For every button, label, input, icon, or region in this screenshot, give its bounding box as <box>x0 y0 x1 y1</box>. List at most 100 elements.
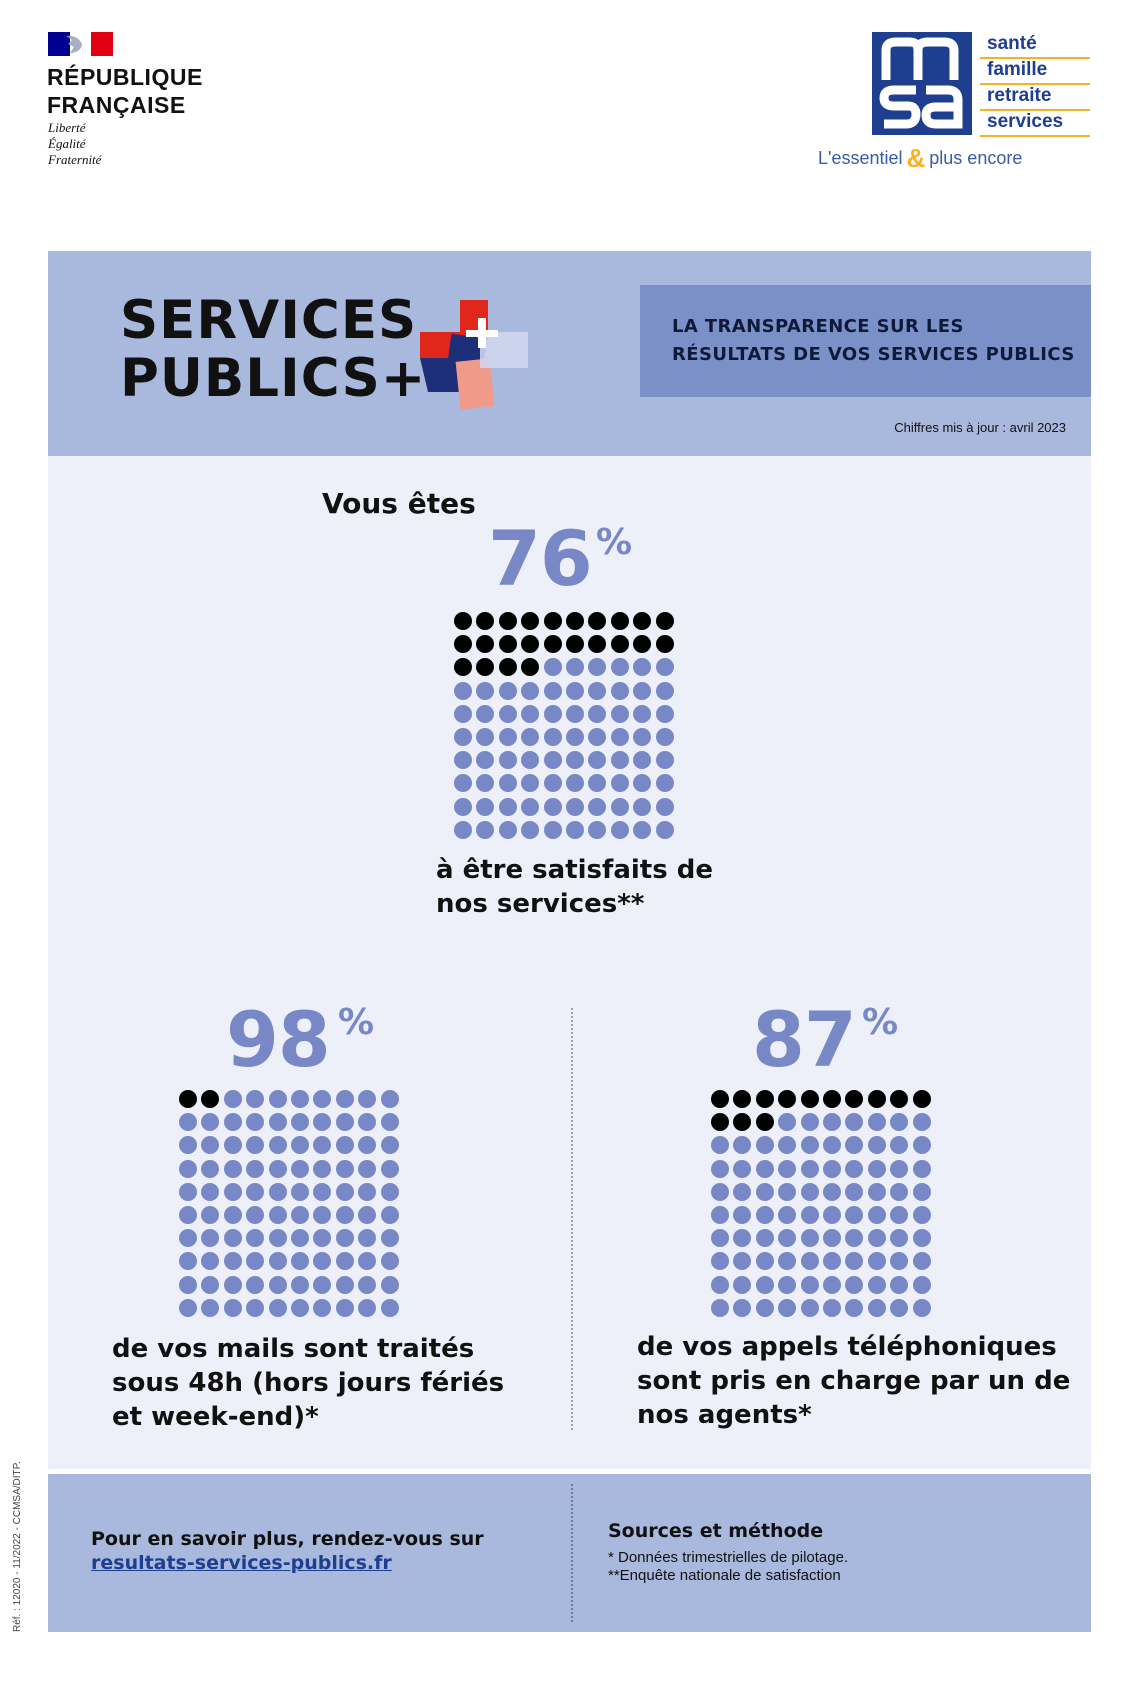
dot-empty <box>201 1205 220 1224</box>
dot-empty <box>588 658 607 677</box>
dot-empty <box>543 751 562 770</box>
dot-empty <box>733 1252 752 1271</box>
dot-empty <box>358 1113 377 1132</box>
dot-empty <box>335 1090 354 1108</box>
dot-empty <box>246 1090 265 1108</box>
dot-filled <box>476 612 495 630</box>
msa-word-retraite: retraite <box>980 85 1090 111</box>
dot-empty <box>313 1159 332 1178</box>
dot-empty <box>498 751 517 770</box>
dot-filled <box>543 612 562 630</box>
msa-word-list: santé famille retraite services <box>980 33 1090 137</box>
dot-empty <box>290 1275 309 1294</box>
dot-empty <box>313 1113 332 1132</box>
msa-tagline-post: plus encore <box>929 148 1023 168</box>
dot-empty <box>521 774 540 793</box>
dot-filled <box>454 612 472 630</box>
dot-empty <box>521 681 540 700</box>
dot-filled <box>201 1090 220 1108</box>
dot-empty <box>733 1298 752 1317</box>
dot-empty <box>179 1298 197 1317</box>
dot-empty <box>565 681 584 700</box>
dot-empty <box>498 727 517 746</box>
dot-empty <box>867 1229 886 1248</box>
dot-empty <box>313 1275 332 1294</box>
dot-empty <box>867 1182 886 1201</box>
dot-empty <box>655 820 674 839</box>
dot-empty <box>268 1298 287 1317</box>
dot-empty <box>565 704 584 723</box>
dot-filled <box>588 635 607 654</box>
dot-empty <box>890 1182 909 1201</box>
satisfaction-dot-grid <box>454 612 674 839</box>
dot-empty <box>655 751 674 770</box>
dot-empty <box>313 1229 332 1248</box>
dot-empty <box>179 1182 197 1201</box>
dot-empty <box>268 1113 287 1132</box>
satisfaction-caption-line-2: nos services** <box>436 889 645 919</box>
dot-empty <box>822 1275 841 1294</box>
dot-empty <box>246 1113 265 1132</box>
dot-empty <box>711 1252 729 1271</box>
dot-empty <box>890 1252 909 1271</box>
dot-empty <box>588 751 607 770</box>
dot-empty <box>498 820 517 839</box>
dot-empty <box>778 1159 797 1178</box>
dot-filled <box>633 635 652 654</box>
republique-francaise-motto: Liberté Égalité Fraternité <box>48 120 101 168</box>
dot-empty <box>845 1229 864 1248</box>
msa-word-famille: famille <box>980 59 1090 85</box>
dot-empty <box>268 1252 287 1271</box>
dot-filled <box>733 1090 752 1108</box>
msa-word-sante: santé <box>980 33 1090 59</box>
dot-filled <box>800 1090 819 1108</box>
dot-empty <box>588 774 607 793</box>
dot-empty <box>711 1298 729 1317</box>
dot-empty <box>313 1205 332 1224</box>
calls-percent-sign: % <box>862 1002 899 1043</box>
dot-empty <box>778 1275 797 1294</box>
dot-empty <box>454 820 472 839</box>
dot-empty <box>380 1182 399 1201</box>
dot-empty <box>912 1298 931 1317</box>
document-reference: Réf. : 12020 - 11/2022 - CCMSA/DITP. <box>12 1461 23 1632</box>
dot-empty <box>912 1275 931 1294</box>
dot-filled <box>655 635 674 654</box>
services-publics-title-line-1: SERVICES <box>120 290 418 351</box>
dot-filled <box>543 635 562 654</box>
dot-empty <box>543 797 562 816</box>
dot-empty <box>822 1136 841 1155</box>
dot-empty <box>335 1182 354 1201</box>
dot-empty <box>476 727 495 746</box>
footer-divider <box>571 1484 573 1622</box>
dot-empty <box>335 1113 354 1132</box>
results-website-link[interactable]: resultats-services-publics.fr <box>91 1552 392 1574</box>
dot-empty <box>476 681 495 700</box>
dot-empty <box>655 681 674 700</box>
dot-empty <box>380 1113 399 1132</box>
source-note-2: **Enquête nationale de satisfaction <box>608 1567 841 1584</box>
dot-empty <box>890 1136 909 1155</box>
dot-empty <box>867 1298 886 1317</box>
dot-filled <box>822 1090 841 1108</box>
dot-empty <box>498 681 517 700</box>
dot-empty <box>912 1113 931 1132</box>
dot-empty <box>778 1182 797 1201</box>
dot-empty <box>223 1090 242 1108</box>
dot-empty <box>822 1298 841 1317</box>
calls-dot-grid <box>711 1090 931 1317</box>
dot-empty <box>890 1298 909 1317</box>
dot-empty <box>358 1205 377 1224</box>
calls-caption-line-2: sont pris en charge par un de <box>637 1366 1071 1396</box>
dot-empty <box>268 1136 287 1155</box>
dot-empty <box>179 1136 197 1155</box>
dot-empty <box>521 704 540 723</box>
msa-word-services: services <box>980 111 1090 137</box>
dot-empty <box>179 1113 197 1132</box>
dot-empty <box>290 1113 309 1132</box>
calls-value: 87 <box>752 995 857 1084</box>
dot-empty <box>845 1252 864 1271</box>
dot-empty <box>521 727 540 746</box>
dot-filled <box>912 1090 931 1108</box>
dot-empty <box>800 1205 819 1224</box>
